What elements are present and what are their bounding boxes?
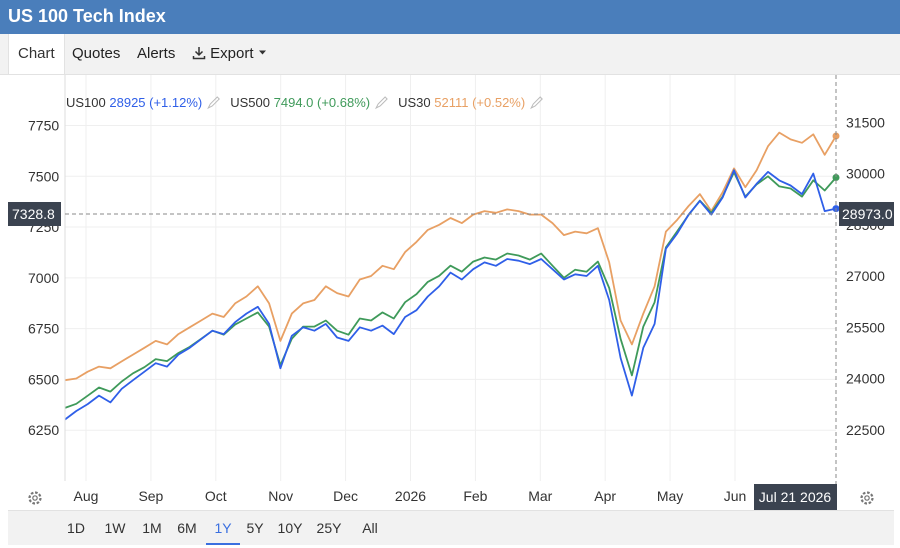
series-lines <box>64 131 840 421</box>
right-settings-icon[interactable] <box>860 491 874 505</box>
range-button-1y[interactable]: 1Y <box>206 511 240 545</box>
series-end-marker <box>832 132 840 140</box>
x-axis: Aug Sep Oct Nov Dec 2026 Feb Mar Apr May Jun <box>74 488 747 504</box>
x-tick-label: Nov <box>268 488 293 504</box>
chart-grid <box>65 75 836 481</box>
x-tick-label: Apr <box>594 488 616 504</box>
right-axis: 22500240002550027000285003000031500 <box>846 114 885 437</box>
crosshair-date: Jul 21 2026 <box>759 489 832 505</box>
x-tick-label: Dec <box>333 488 358 504</box>
range-button-5y[interactable]: 5Y <box>246 520 264 536</box>
crosshair-right-badge <box>839 202 894 226</box>
x-tick-label: Mar <box>528 488 552 504</box>
window-title: US 100 Tech Index <box>8 6 166 26</box>
range-button-1w[interactable]: 1W <box>104 520 126 536</box>
range-button-10y[interactable]: 10Y <box>277 520 303 536</box>
tab-chart[interactable]: Chart <box>8 34 65 74</box>
pencil-icon[interactable] <box>207 96 220 110</box>
x-tick-label: Feb <box>463 488 487 504</box>
tab-quotes[interactable]: Quotes <box>72 45 121 62</box>
crosshair-left-badge <box>8 202 61 226</box>
right-tick-label: 24000 <box>846 371 885 387</box>
range-button-25y[interactable]: 25Y <box>316 520 342 536</box>
x-tick-label: Jun <box>724 488 747 504</box>
series-line-us500 <box>64 171 837 409</box>
tab-bar: Chart Quotes Alerts Export <box>0 34 900 75</box>
chart-area[interactable]: 6250 6500 6750 7000 7250 7500 7750 22500 24000 2… <box>8 75 894 510</box>
range-button-1d[interactable]: 1D <box>67 520 85 536</box>
right-tick-label: 30000 <box>846 166 885 182</box>
crosshair-left-value: 7328.8 <box>12 206 55 222</box>
caret-down-icon <box>258 50 266 55</box>
legend-item-us30: US30 52111 (+0.52%) <box>398 95 525 110</box>
x-tick-label: 2026 <box>395 488 426 504</box>
right-tick-label: 22500 <box>846 422 885 438</box>
right-tick-label: 27000 <box>846 268 885 284</box>
left-tick-label: 7500 <box>28 168 59 184</box>
left-tick-label: 7750 <box>28 117 59 133</box>
series-line-us30 <box>64 131 837 382</box>
legend-item-us500: US500 7494.0 (+0.68%) <box>230 95 370 110</box>
range-selector: 1D 1W 1M 6M 1Y 5Y 10Y 25Y All <box>8 510 894 545</box>
left-tick-label: 6750 <box>28 321 59 337</box>
right-tick-label: 31500 <box>846 114 885 130</box>
chart-legend: US100 28925 (+1.12%) US500 7494.0 (+0.68%… <box>66 95 543 110</box>
pencil-icon[interactable] <box>530 96 543 110</box>
range-button-all[interactable]: All <box>362 520 378 536</box>
x-tick-label: May <box>657 488 683 504</box>
export-menu-button[interactable]: Export <box>183 34 276 74</box>
range-button-6m[interactable]: 6M <box>177 520 197 536</box>
crosshair: 7328.8 28973.0 Jul 21 2026 <box>8 75 894 510</box>
x-tick-label: Sep <box>138 488 163 504</box>
tab-alerts[interactable]: Alerts <box>137 45 176 62</box>
pencil-icon[interactable] <box>374 96 388 110</box>
legend-item-us100: US100 28925 (+1.12%) <box>66 95 202 110</box>
left-tick-label: 6500 <box>28 371 59 387</box>
series-line-us100 <box>64 169 837 421</box>
left-settings-icon[interactable] <box>28 491 42 505</box>
download-icon <box>192 47 206 60</box>
right-tick-label: 25500 <box>846 319 885 335</box>
x-tick-label: Oct <box>205 488 227 504</box>
crosshair-date-badge <box>754 484 837 510</box>
range-button-1m[interactable]: 1M <box>142 520 162 536</box>
series-end-marker <box>832 173 840 181</box>
left-tick-label: 6250 <box>28 422 59 438</box>
left-tick-label: 7000 <box>28 270 59 286</box>
crosshair-right-value: 28973.0 <box>842 206 893 222</box>
title-bar: US 100 Tech Index <box>0 0 900 34</box>
x-tick-label: Aug <box>74 488 99 504</box>
